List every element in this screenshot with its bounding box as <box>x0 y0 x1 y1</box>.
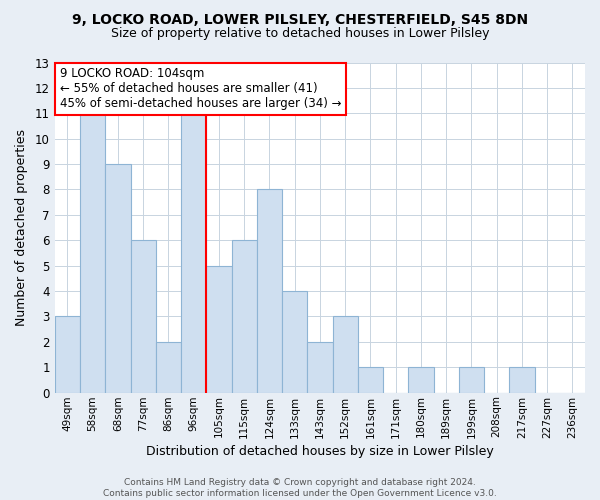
Bar <box>282 291 307 392</box>
Bar <box>80 114 106 392</box>
Bar <box>181 114 206 392</box>
Text: 9 LOCKO ROAD: 104sqm
← 55% of detached houses are smaller (41)
45% of semi-detac: 9 LOCKO ROAD: 104sqm ← 55% of detached h… <box>60 68 341 110</box>
Bar <box>156 342 181 392</box>
Bar <box>131 240 156 392</box>
Bar <box>332 316 358 392</box>
Bar <box>358 368 383 392</box>
Y-axis label: Number of detached properties: Number of detached properties <box>15 129 28 326</box>
Text: Size of property relative to detached houses in Lower Pilsley: Size of property relative to detached ho… <box>111 28 489 40</box>
Bar <box>257 190 282 392</box>
Bar <box>55 316 80 392</box>
Bar <box>232 240 257 392</box>
Bar <box>408 368 434 392</box>
Bar <box>106 164 131 392</box>
Text: 9, LOCKO ROAD, LOWER PILSLEY, CHESTERFIELD, S45 8DN: 9, LOCKO ROAD, LOWER PILSLEY, CHESTERFIE… <box>72 12 528 26</box>
Bar <box>459 368 484 392</box>
Bar <box>509 368 535 392</box>
Bar <box>206 266 232 392</box>
X-axis label: Distribution of detached houses by size in Lower Pilsley: Distribution of detached houses by size … <box>146 444 494 458</box>
Text: Contains HM Land Registry data © Crown copyright and database right 2024.
Contai: Contains HM Land Registry data © Crown c… <box>103 478 497 498</box>
Bar <box>307 342 332 392</box>
